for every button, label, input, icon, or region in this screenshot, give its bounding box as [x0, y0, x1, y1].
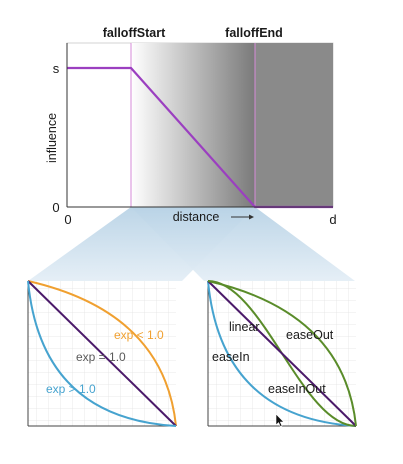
ease-in-out-label: easeInOut — [268, 382, 326, 396]
arrow-right-icon — [231, 214, 254, 220]
x-tick-right: d — [329, 212, 336, 227]
linear-curve — [207, 280, 357, 427]
exp-lt-label: exp < 1.0 — [114, 328, 164, 342]
ease-in-curve — [207, 280, 357, 427]
falloff-gradient-region — [131, 43, 255, 207]
easing-curves-plot: linear easeOut easeIn easeInOut — [207, 280, 357, 427]
falloff-end-label: falloffEnd — [225, 26, 283, 40]
mouse-cursor-icon — [275, 413, 285, 427]
exp-greater-than-one-curve — [27, 280, 177, 427]
projection-wedge — [131, 207, 355, 281]
ease-in-label: easeIn — [212, 350, 250, 364]
beyond-falloff-region — [255, 43, 333, 207]
ease-out-label: easeOut — [286, 328, 334, 342]
exp-gt-label: exp > 1.0 — [46, 382, 96, 396]
exp-eq-label: exp = 1.0 — [76, 350, 126, 364]
falloff-start-label: falloffStart — [103, 26, 166, 40]
y-axis-label: influence — [45, 113, 59, 163]
exp-less-than-one-curve — [27, 280, 177, 427]
ease-out-curve — [207, 280, 357, 427]
exp-equal-one-curve — [27, 280, 177, 427]
y-tick-bottom: 0 — [52, 200, 59, 215]
x-axis-label: distance — [173, 210, 220, 224]
linear-label: linear — [229, 320, 260, 334]
x-tick-left: 0 — [64, 212, 71, 227]
y-tick-top: s — [53, 61, 60, 76]
exponent-curves-plot: exp < 1.0 exp = 1.0 exp > 1.0 — [27, 280, 177, 427]
